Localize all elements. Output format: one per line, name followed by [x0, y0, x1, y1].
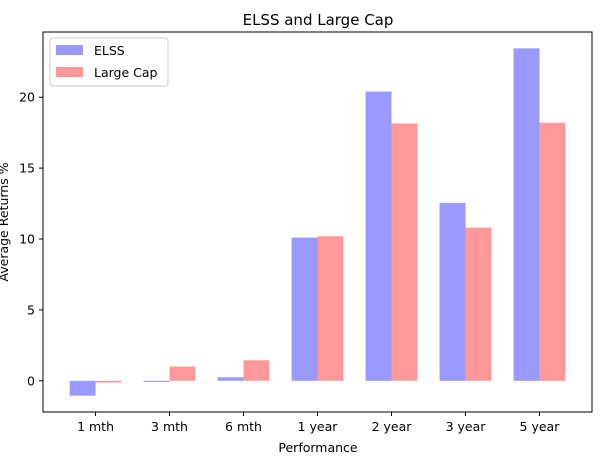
bar-large-cap-3	[243, 360, 270, 381]
x-tick-label: 1 year	[298, 419, 339, 434]
bar-large-cap-4	[317, 236, 344, 381]
legend-swatch-large-cap	[56, 67, 83, 77]
y-tick-label: 15	[19, 161, 35, 176]
y-axis-label: Average Returns %	[0, 162, 11, 281]
x-tick-label: 2 year	[372, 419, 413, 434]
bar-elss-4	[291, 237, 318, 381]
bar-large-cap-5	[391, 123, 418, 381]
x-axis: 1 mth 3 mth 6 mth 1 year 2 year 3 year 5 year	[77, 412, 560, 434]
bar-elss-6	[439, 202, 466, 381]
y-tick-label: 5	[27, 302, 35, 317]
y-tick-label: 20	[19, 90, 35, 105]
x-axis-label: Performance	[278, 440, 358, 455]
bar-large-cap-7	[539, 122, 566, 381]
bar-elss-7	[513, 48, 540, 381]
y-tick-label: 0	[27, 373, 35, 388]
chart-title: ELSS and Large Cap	[243, 11, 394, 29]
x-tick-label: 1 mth	[77, 419, 114, 434]
legend-label-elss: ELSS	[94, 43, 125, 58]
bar-large-cap-2	[169, 366, 196, 381]
x-tick-label: 6 mth	[225, 419, 262, 434]
bar-large-cap-1	[95, 380, 122, 383]
bar-elss-2	[143, 380, 170, 382]
legend: ELSS Large Cap	[49, 37, 169, 87]
y-axis: 0 5 10 15 20	[19, 90, 43, 388]
bars-layer	[69, 48, 566, 396]
y-tick-label: 10	[19, 232, 35, 247]
legend-swatch-elss	[56, 45, 83, 55]
x-tick-label: 5 year	[520, 419, 561, 434]
bar-elss-1	[69, 380, 96, 396]
x-tick-label: 3 mth	[151, 419, 188, 434]
bar-elss-3	[217, 377, 244, 381]
bar-large-cap-6	[465, 227, 492, 381]
bar-elss-5	[365, 91, 392, 381]
legend-label-large-cap: Large Cap	[94, 65, 158, 80]
x-tick-label: 3 year	[446, 419, 487, 434]
